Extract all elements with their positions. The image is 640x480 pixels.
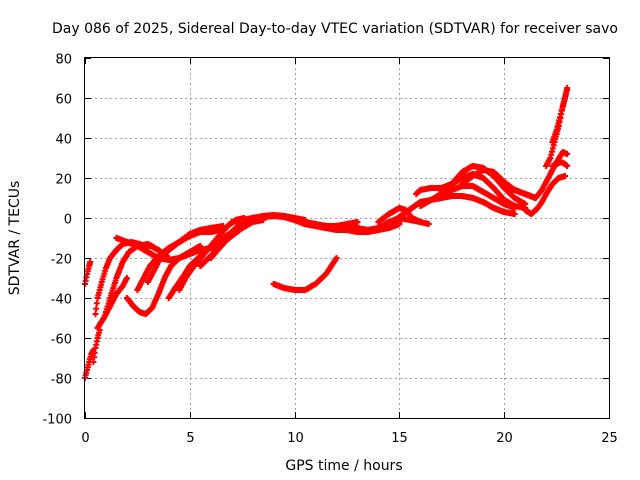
data-point-markers (270, 255, 340, 293)
data-point-markers (123, 243, 204, 317)
y-tick-label: 40 (55, 133, 72, 148)
y-tick-label: 80 (55, 53, 72, 68)
data-series (82, 85, 571, 381)
x-axis-ticks: 0 5 10 15 20 25 (81, 58, 618, 446)
series-arc-27 (522, 173, 568, 217)
series-arc-16 (270, 255, 340, 293)
y-axis-label: SDTVAR / TECUs (7, 181, 23, 296)
y-tick-label: 0 (64, 213, 72, 228)
y-tick-label: 20 (55, 173, 72, 188)
series-arc-19 (344, 221, 403, 235)
series-arc-30 (549, 159, 571, 169)
grid-lines (85, 58, 609, 418)
series-arc-29 (549, 85, 571, 145)
data-point-markers (90, 327, 103, 365)
y-tick-label: -100 (42, 413, 72, 428)
y-axis-ticks: -100 -80 -60 -40 -20 0 20 40 60 80 (42, 53, 609, 428)
y-tick-label: -20 (51, 253, 72, 268)
x-tick-label: 0 (81, 431, 89, 446)
x-tick-label: 5 (186, 431, 194, 446)
data-point-markers (522, 173, 568, 217)
x-axis-label: GPS time / hours (285, 458, 402, 474)
x-tick-label: 15 (391, 431, 408, 446)
y-tick-label: -40 (51, 293, 72, 308)
x-tick-label: 25 (601, 431, 618, 446)
plot-frame (84, 57, 610, 419)
data-point-markers (207, 213, 340, 261)
data-point-markers (549, 159, 571, 169)
data-point-markers (344, 221, 403, 235)
series-arc-08 (123, 243, 204, 317)
series-arc-14 (207, 213, 340, 261)
series-arc-03 (90, 327, 103, 365)
y-tick-label: -80 (51, 373, 72, 388)
data-point-markers (144, 223, 227, 285)
chart-title: Day 086 of 2025, Sidereal Day-to-day VTE… (52, 21, 618, 37)
y-tick-label: 60 (55, 93, 72, 108)
data-point-markers (549, 85, 571, 145)
series-arc-10 (144, 223, 227, 285)
y-tick-label: -60 (51, 333, 72, 348)
data-point-markers (82, 259, 94, 287)
series-arc-01 (82, 259, 94, 287)
x-tick-label: 20 (496, 431, 513, 446)
x-tick-label: 10 (287, 431, 304, 446)
